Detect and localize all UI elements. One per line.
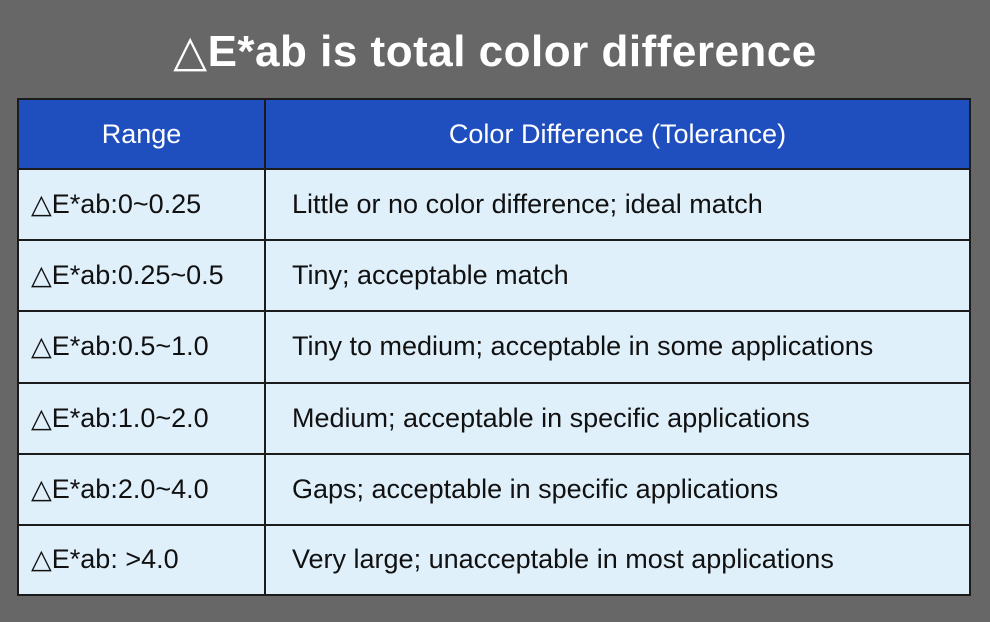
tolerance-cell: Very large; unacceptable in most applica… [292, 544, 834, 575]
range-cell: △E*ab: >4.0 [19, 524, 266, 594]
range-cell: △E*ab:0.5~1.0 [19, 311, 266, 384]
range-cell: △E*ab:2.0~4.0 [19, 453, 266, 526]
tolerance-cell: Tiny to medium; acceptable in some appli… [265, 311, 969, 384]
table-row: △E*ab: >4.0 Very large; unacceptable in … [19, 524, 969, 594]
tolerance-table: Range Color Difference (Tolerance) △E*ab… [17, 98, 971, 596]
table-row: △E*ab:1.0~2.0 Medium; acceptable in spec… [19, 382, 969, 455]
range-cell: △E*ab:0~0.25 [19, 169, 266, 242]
range-cell: △E*ab:0.25~0.5 [19, 240, 266, 313]
tolerance-cell: Little or no color difference; ideal mat… [265, 169, 969, 242]
header-color-difference: Color Difference (Tolerance) [265, 100, 969, 170]
tolerance-cell: Gaps; acceptable in specific application… [265, 453, 969, 526]
tolerance-cell: Medium; acceptable in specific applicati… [265, 382, 969, 455]
tolerance-table-grid: Range Color Difference (Tolerance) △E*ab… [19, 100, 969, 594]
range-cell: △E*ab:1.0~2.0 [19, 382, 266, 455]
table-row: △E*ab:0.5~1.0 Tiny to medium; acceptable… [19, 311, 969, 384]
table-header-row: Range Color Difference (Tolerance) [19, 100, 969, 170]
table-row: △E*ab:0.25~0.5 Tiny; acceptable match [19, 240, 969, 313]
page-title: △E*ab is total color difference [173, 27, 817, 76]
table-row: △E*ab:0~0.25 Little or no color differen… [19, 169, 969, 242]
table-row: △E*ab:2.0~4.0 Gaps; acceptable in specif… [19, 453, 969, 526]
tolerance-cell: Tiny; acceptable match [265, 240, 969, 313]
header-range: Range [19, 100, 266, 170]
